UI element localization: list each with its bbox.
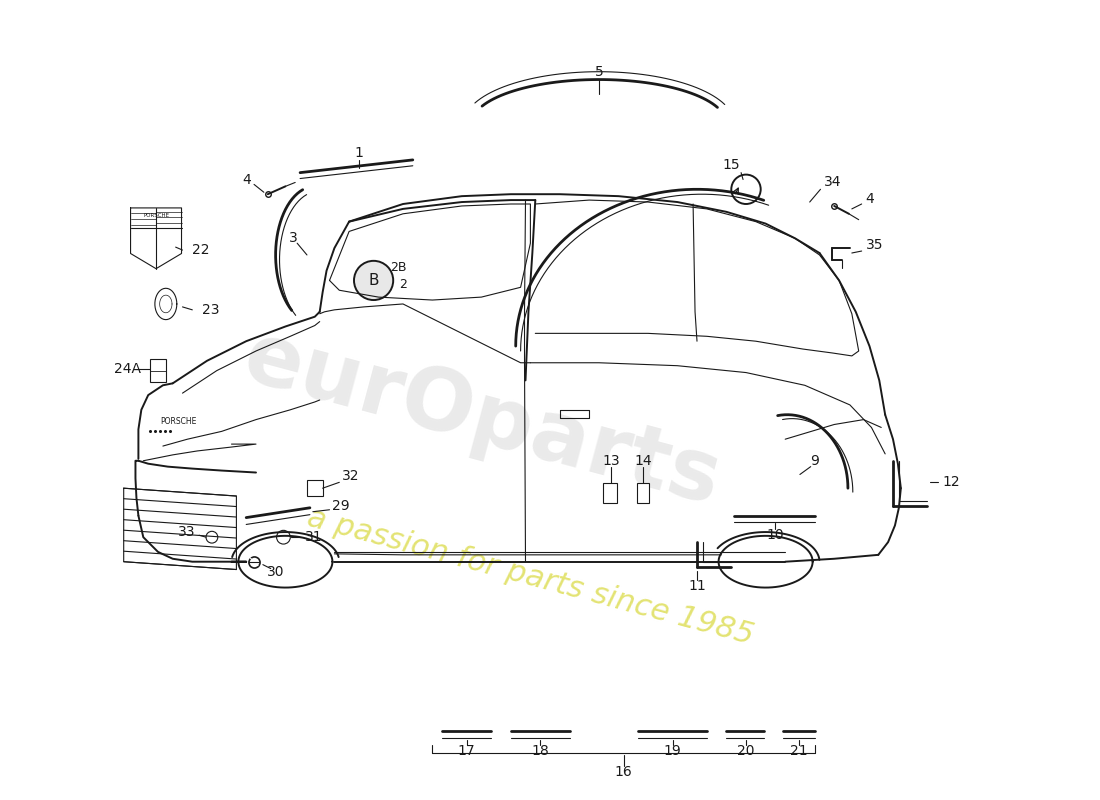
Text: 22: 22	[192, 243, 210, 257]
Text: 4: 4	[866, 192, 874, 206]
Bar	[151, 359, 166, 382]
Text: 24A: 24A	[114, 362, 141, 376]
Bar	[637, 483, 649, 503]
Text: 1: 1	[354, 146, 363, 160]
Text: 16: 16	[615, 766, 632, 779]
Text: 30: 30	[267, 565, 284, 578]
Text: 2B: 2B	[389, 261, 406, 274]
Bar	[603, 483, 617, 503]
Text: 21: 21	[790, 744, 807, 758]
Text: 32: 32	[342, 470, 360, 483]
Text: B: B	[368, 273, 378, 288]
Circle shape	[276, 530, 290, 544]
Bar	[307, 480, 322, 496]
Text: 17: 17	[458, 744, 475, 758]
Text: a passion for parts since 1985: a passion for parts since 1985	[304, 502, 757, 650]
Text: 15: 15	[723, 158, 740, 172]
Text: eurOparts: eurOparts	[234, 316, 729, 523]
Text: 3: 3	[289, 231, 298, 246]
Text: 31: 31	[305, 530, 322, 544]
Text: 20: 20	[737, 744, 755, 758]
Text: 12: 12	[942, 475, 959, 490]
Text: 19: 19	[663, 744, 681, 758]
Text: 29: 29	[332, 499, 350, 513]
Text: 34: 34	[824, 175, 842, 190]
Text: 9: 9	[811, 454, 819, 468]
Circle shape	[732, 174, 761, 204]
Text: 11: 11	[689, 579, 706, 594]
Text: 35: 35	[866, 238, 883, 252]
Text: 4: 4	[242, 173, 251, 186]
Text: 23: 23	[202, 303, 220, 317]
Text: 5: 5	[595, 65, 604, 78]
Circle shape	[354, 261, 393, 300]
Text: PORSCHE: PORSCHE	[143, 214, 169, 218]
Circle shape	[206, 531, 218, 543]
Text: 10: 10	[767, 528, 784, 542]
Text: 18: 18	[531, 744, 549, 758]
Text: 14: 14	[635, 454, 652, 468]
Text: 13: 13	[602, 454, 619, 468]
Text: 33: 33	[178, 526, 195, 539]
Text: 2: 2	[399, 278, 407, 291]
Text: PORSCHE: PORSCHE	[160, 417, 196, 426]
